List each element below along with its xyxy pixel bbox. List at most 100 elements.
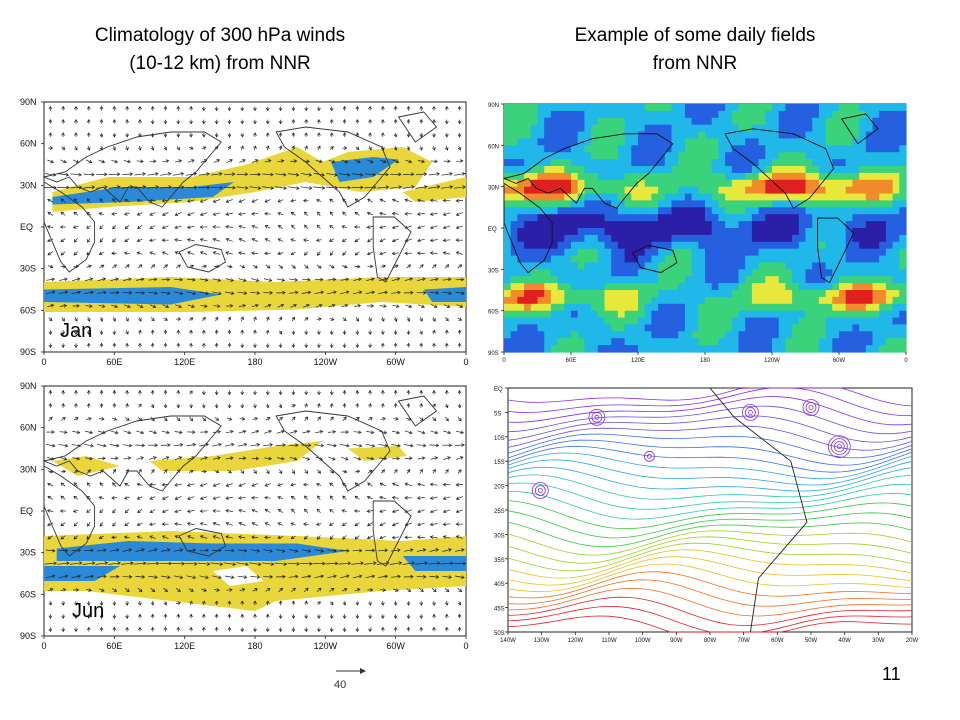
wind-vector-head (419, 147, 423, 151)
wind-vector (199, 443, 209, 447)
wind-vector-head (304, 107, 309, 112)
wind-vector-head (317, 107, 321, 112)
wind-speed-cell (711, 296, 719, 305)
jet-core-south-2 (44, 566, 120, 581)
wind-vector (213, 159, 220, 163)
wind-vector-head (317, 495, 321, 499)
wind-speed-cell (818, 234, 827, 243)
wind-vector (278, 417, 283, 421)
wind-vector (457, 587, 462, 592)
wind-vector-head (368, 146, 372, 151)
wind-vector-head (46, 509, 51, 513)
wind-vector (237, 575, 247, 578)
wind-speed-cell (678, 241, 686, 250)
wind-vector-head (435, 575, 440, 579)
wind-vector (456, 251, 463, 255)
wind-speed-cell (577, 303, 585, 312)
wind-speed-cell (638, 269, 646, 277)
wind-speed-cell (839, 131, 847, 140)
wind-vector-head (316, 224, 321, 229)
wind-vector (124, 238, 130, 242)
wind-vector (327, 444, 337, 447)
wind-vector (237, 443, 247, 447)
wind-speed-cell (725, 262, 733, 270)
wind-vector-head (153, 277, 158, 282)
wind-speed-cell (738, 310, 746, 319)
wind-speed-cell (805, 138, 813, 146)
wind-vector (329, 469, 334, 474)
wind-vector-head (113, 264, 117, 268)
wind-speed-cell (624, 152, 632, 160)
wind-vector-head (202, 146, 207, 150)
wind-vector (47, 535, 53, 540)
wind-vector-head (187, 496, 191, 500)
wind-vector-head (125, 105, 129, 110)
wind-vector (394, 145, 397, 151)
streamline-vortex (808, 405, 814, 410)
wind-speed-cell (591, 124, 599, 133)
wind-vector-head (204, 304, 208, 308)
continent-outline (178, 244, 227, 273)
wind-vector (86, 589, 92, 591)
wind-speed-cell (591, 241, 599, 250)
wind-speed-cell (530, 248, 539, 257)
wind-vector-head (321, 186, 326, 190)
wind-speed-cell (651, 221, 659, 229)
wind-vector-head (318, 303, 323, 308)
wind-speed-cell (631, 248, 639, 257)
wind-vector (99, 508, 104, 514)
wind-vector (377, 173, 389, 176)
wind-speed-cell (859, 138, 867, 146)
wind-speed-cell (530, 152, 539, 160)
wind-speed-cell (859, 296, 867, 305)
lat-tick-label: 60N (20, 423, 37, 433)
wind-speed-cell (698, 131, 706, 140)
wind-vector-head (366, 509, 371, 513)
wind-vector (379, 225, 386, 229)
wind-vector-head (366, 495, 371, 500)
wind-vector (317, 251, 321, 256)
wind-vector (138, 469, 142, 474)
wind-speed-cell (537, 193, 545, 202)
wind-speed-cell (879, 303, 887, 312)
wind-speed-cell (812, 117, 820, 126)
wind-speed-cell (778, 303, 786, 312)
wind-speed-cell (631, 124, 639, 133)
wind-speed-cell (504, 269, 512, 277)
wind-speed-cell (725, 186, 733, 195)
wind-vector (71, 575, 81, 579)
wind-speed-cell (510, 159, 518, 167)
wind-vector-head (384, 443, 389, 448)
wind-speed-cell (845, 345, 853, 353)
wind-speed-cell (664, 124, 673, 133)
wind-vector-head (291, 628, 296, 633)
wind-speed-cell (691, 124, 699, 133)
wind-vector-head (435, 548, 440, 552)
wind-speed-cell (731, 104, 740, 112)
wind-vector-head (455, 251, 460, 255)
wind-vector-head (461, 291, 465, 296)
wind-speed-cell (839, 241, 847, 250)
wind-speed-cell (671, 241, 679, 250)
wind-vector-head (151, 317, 155, 322)
lat-tick-label: 25S (494, 509, 505, 515)
wind-vector (98, 304, 105, 308)
wind-vector (228, 316, 231, 322)
wind-vector-head (429, 212, 434, 216)
wind-vector-head (141, 575, 146, 579)
wind-speed-cell (839, 200, 847, 208)
wind-speed-cell (885, 255, 894, 264)
wind-vector (73, 509, 79, 513)
wind-speed-cell (765, 255, 773, 264)
wind-speed-cell (584, 331, 592, 339)
wind-speed-cell (644, 207, 652, 215)
wind-speed-cell (718, 131, 726, 140)
wind-speed-cell (664, 179, 673, 188)
wind-speed-cell (859, 310, 867, 319)
wind-vector (339, 173, 350, 176)
wind-speed-cell (604, 290, 612, 298)
wind-speed-cell (651, 283, 659, 291)
wind-vector-head (245, 186, 249, 190)
wind-speed-cell (604, 276, 612, 284)
wind-speed-cell (885, 234, 894, 243)
